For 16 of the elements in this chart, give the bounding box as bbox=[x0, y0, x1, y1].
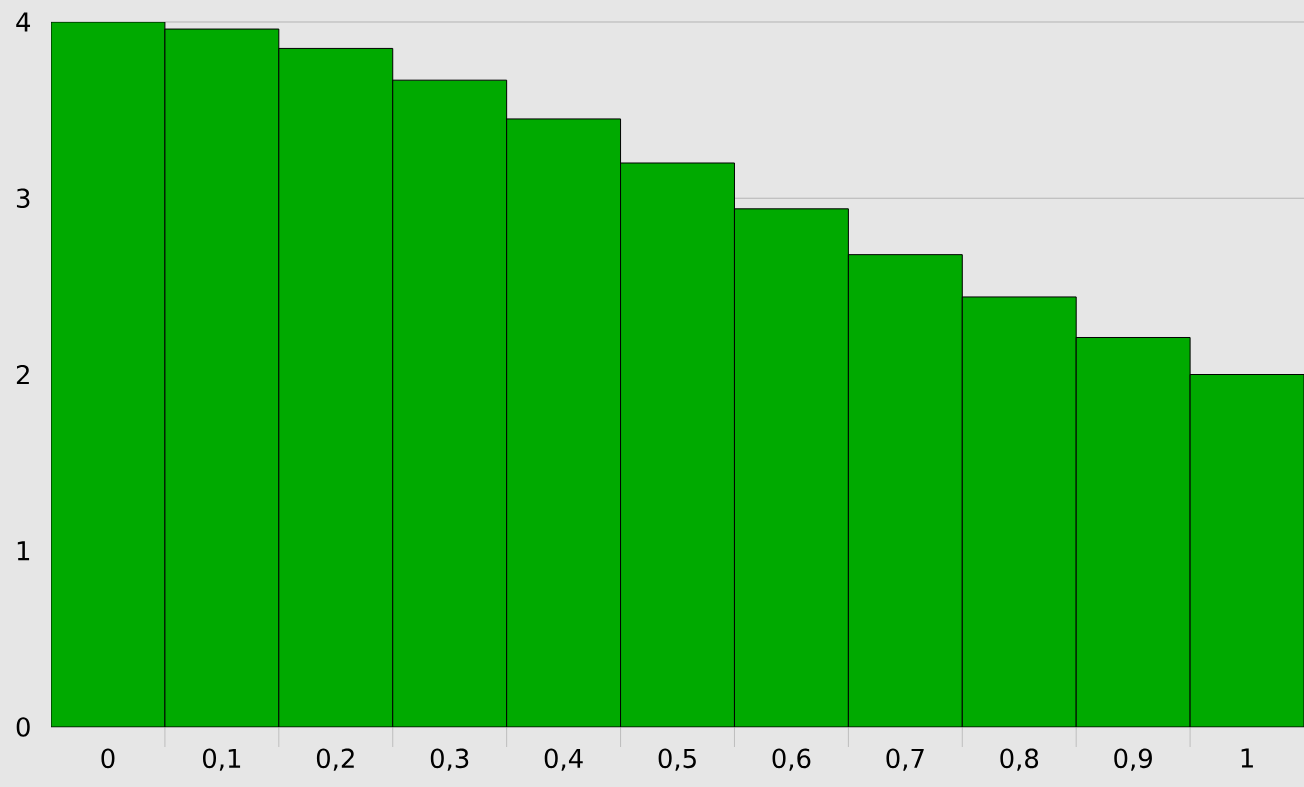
x-tick-label: 0,1 bbox=[202, 748, 241, 771]
x-tick-label: 0,4 bbox=[544, 748, 583, 771]
x-tick-label: 0,3 bbox=[430, 748, 469, 771]
x-tick-label: 0,2 bbox=[316, 748, 354, 771]
y-tick-label: 1 bbox=[17, 541, 30, 561]
x-tick-label: 0 bbox=[101, 748, 115, 769]
y-tick-label: 2 bbox=[16, 364, 29, 385]
y-tick-label: 4 bbox=[16, 12, 31, 32]
x-tick-label: 0,6 bbox=[772, 748, 811, 771]
x-tick-label: 0,8 bbox=[1000, 748, 1039, 771]
x-tick-label: 1 bbox=[1241, 748, 1253, 768]
x-tick-label: 0,9 bbox=[1114, 748, 1152, 771]
x-tick-label: 0,5 bbox=[658, 748, 696, 771]
y-tick-label: 3 bbox=[16, 188, 30, 209]
x-tick-label: 0,7 bbox=[886, 748, 924, 771]
y-tick-label: 0 bbox=[16, 717, 30, 737]
